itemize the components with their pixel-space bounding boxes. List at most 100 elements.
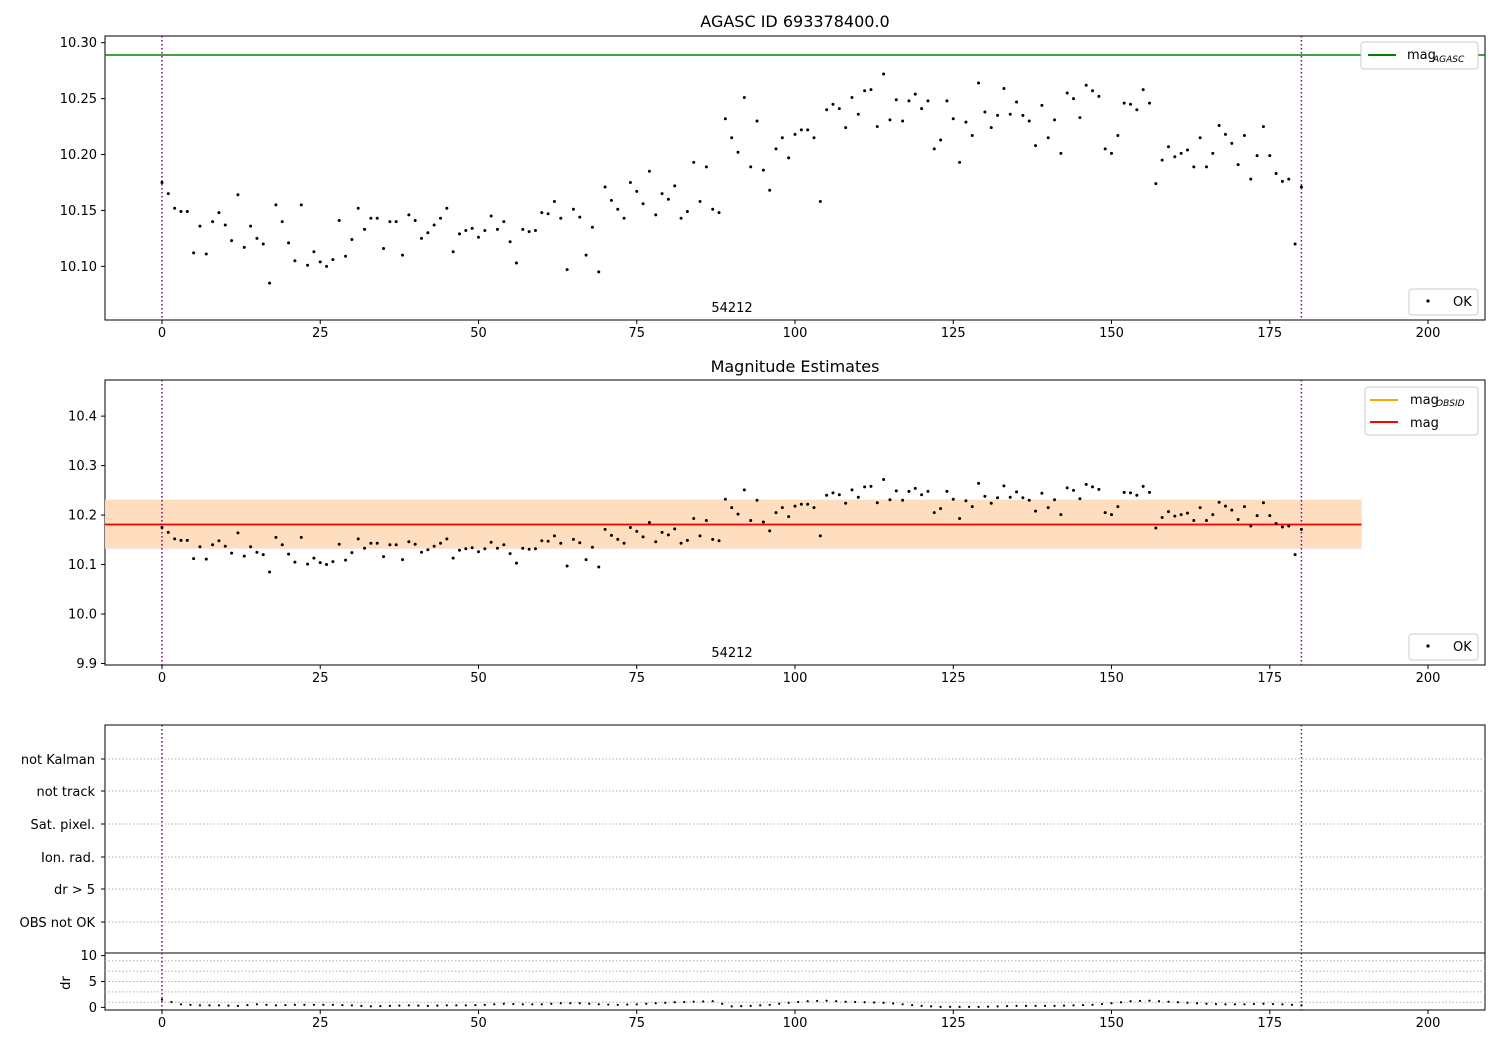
ok-point [1065,91,1069,95]
dr-point [1157,1000,1161,1003]
legend-ok-2: OK [1408,633,1479,661]
ok-point [413,218,417,222]
ok-point [223,544,227,548]
ok-point [1008,112,1012,116]
ok-point [1059,151,1063,155]
dr-point [1138,999,1142,1003]
dr-point [740,1005,743,1008]
ok-point [356,206,360,210]
ok-point [401,253,405,257]
ok-point [793,132,797,136]
dr-point [892,1002,895,1005]
ok-point [831,491,835,495]
ok-point [1249,524,1253,528]
ok-point [483,547,487,551]
ok-point [641,535,645,539]
ok-point [742,488,746,492]
x-tick-label: 125 [941,1016,966,1031]
ok-point [774,147,778,151]
legend-agasc: mag AGASC [1360,41,1479,70]
ok-point [533,547,537,551]
flag-label: dr > 5 [54,883,95,898]
dr-point [455,1004,458,1007]
ok-point [932,511,936,515]
ok-point [356,537,360,541]
ok-point [1053,498,1057,502]
ok-point [704,519,708,523]
dr-point [227,1004,230,1007]
ok-point [1230,508,1234,512]
ok-point [875,125,879,129]
dr-point [274,1004,278,1007]
dr-point [179,1003,183,1006]
dr-point [654,1002,657,1005]
ok-point [920,493,924,497]
ok-point [1230,141,1234,145]
dr-point [322,1003,325,1006]
ok-point [812,136,816,140]
ok-point [160,180,164,184]
ok-point [211,220,215,224]
ok-point [958,517,962,521]
dr-point [1100,1002,1104,1006]
ok-point [869,88,873,92]
ok-point [552,534,556,538]
ok-point [521,546,525,550]
ok-point [179,538,183,542]
dr-point [721,1002,724,1005]
dr-point [417,1004,420,1007]
flag-label: OBS not OK [20,916,96,931]
flag-label: not Kalman [21,753,95,768]
ok-point [1027,498,1031,502]
y-tick-label: 10 [80,949,97,964]
ok-point [1217,123,1221,127]
ok-point [274,203,278,207]
ok-point [1280,525,1284,529]
dr-point [284,1003,287,1007]
ok-point [1299,185,1303,189]
ok-point [825,493,829,497]
ok-point [635,529,639,533]
y-tick-label: 10.4 [68,410,97,425]
ok-point [160,525,164,529]
ok-point [996,113,1000,117]
ok-point [673,527,677,531]
dr-point [265,1003,268,1006]
ok-point [1072,97,1076,101]
ok-point [717,211,721,215]
ok-point [1135,493,1139,497]
ok-point [331,258,335,262]
dr-point [550,1002,553,1005]
dr-point [664,1001,667,1004]
y-tick-label: 10.30 [60,36,97,51]
ok-point [907,99,911,103]
ok-point [204,252,208,256]
ok-point [597,565,601,569]
dr-point [236,1004,240,1007]
y-tick-label: 5 [89,975,97,990]
x-tick-label: 100 [783,326,808,341]
ok-point [344,558,348,562]
ok-point [628,525,632,529]
y-tick-label: 10.10 [60,260,97,275]
ok-point [723,497,727,501]
ok-point [1211,151,1215,155]
ok-point [502,220,506,224]
dr-point [331,1003,334,1006]
legend-ok-1: OK [1408,288,1479,316]
ok-point [1141,88,1145,92]
ok-point [255,236,259,240]
ok-point [337,542,341,546]
ok-point [590,225,594,229]
ok-point [958,160,962,164]
ok-point [198,224,202,228]
ok-point [888,118,892,122]
ok-point [287,552,291,556]
ok-point [1204,519,1208,523]
ok-point [1255,154,1259,158]
ok-point [660,192,664,196]
ok-point [407,213,411,217]
legend-agasc-label: mag [1407,48,1436,63]
ok-point [704,165,708,169]
dr-point [797,1000,800,1004]
